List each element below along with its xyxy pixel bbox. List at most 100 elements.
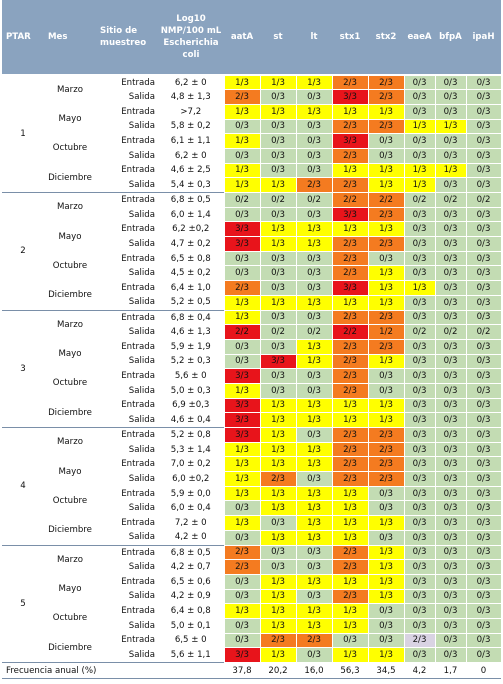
gene-frequency-cell: 3/3	[223, 236, 261, 252]
gene-frequency-cell: 1/3	[331, 294, 369, 311]
gene-frequency-cell: 0/3	[465, 471, 502, 487]
gene-frequency-cell: 0/2	[295, 324, 333, 340]
table-row: Diciembre Entrada 6,5 ± 0 0/3 2/3 2/3 0/3 0/3 2/…	[2, 632, 502, 653]
gene-frequency-cell: 0/3	[259, 515, 297, 531]
month-cell: Diciembre	[48, 525, 92, 536]
gene-frequency-cell: 2/3	[331, 368, 369, 384]
gene-frequency-cell: 1/3	[331, 647, 369, 663]
gene-frequency-cell: 0/2	[403, 324, 436, 340]
gene-frequency-cell: 3/3	[223, 412, 261, 428]
gene-frequency-cell: 0/3	[465, 412, 502, 428]
gene-frequency-cell: 0/3	[434, 544, 467, 561]
gene-frequency-cell: 0/3	[403, 647, 436, 663]
gene-frequency-cell: 2/3	[367, 456, 405, 473]
gene-frequency-cell: 1/3	[295, 617, 333, 634]
month-cell: Octubre	[52, 260, 88, 271]
header-log10: Log10 NMP/100 mL Escherichia coli	[158, 0, 224, 76]
header-gene-st: st	[260, 0, 296, 76]
gene-frequency-cell: 1/3	[295, 529, 333, 546]
gene-frequency-cell: 0/3	[403, 559, 436, 575]
gene-frequency-cell: 1/3	[367, 265, 405, 282]
gene-frequency-cell: 0/3	[403, 382, 436, 399]
gene-frequency-cell: 2/3	[295, 177, 333, 193]
gene-frequency-cell: 0/3	[434, 338, 467, 355]
month-cell: Marzo	[44, 309, 96, 340]
gene-frequency-cell: 0/3	[223, 250, 261, 267]
log10-value-cell: 6,2 ± 0	[174, 77, 207, 88]
log10-value-cell: 4,2 ± 0	[174, 532, 207, 543]
month-cell: Octubre	[52, 613, 88, 624]
table-row: Salida 6,0 ±0,2 1/3 2/3 0/3 2/3 2/3 0/3 0/3 0/3	[2, 471, 502, 487]
gene-frequency-cell: 0/3	[465, 603, 502, 619]
gene-frequency-cell: 1/3	[295, 397, 333, 414]
log10-value-cell: 5,4 ± 0,3	[170, 179, 211, 190]
gene-frequency-cell: 1/3	[259, 485, 297, 502]
gene-frequency-cell: 0/3	[465, 162, 502, 179]
gene-frequency-cell: 1/3	[259, 441, 297, 458]
log10-value-cell: 4,8 ± 1,3	[170, 92, 211, 103]
gene-frequency-cell: 1/3	[403, 177, 436, 193]
table-row: Mayo Entrada 6,5 ± 0,6 0/3 1/3 1/3 1/3 1/3 0/3 0/…	[2, 573, 502, 594]
table-row: Mayo Entrada >7,2 1/3 1/3 1/3 1/3 1/3 0/3 0/3 0/3	[2, 103, 502, 124]
gene-frequency-cell: 0/3	[465, 617, 502, 634]
gene-frequency-cell: 1/3	[367, 177, 405, 193]
gene-frequency-cell: 0/3	[367, 500, 405, 517]
log10-value-cell: 5,2 ± 0,5	[170, 297, 211, 308]
gene-frequency-cell: 0/2	[434, 324, 467, 340]
ptar-cell: 2	[2, 192, 44, 310]
gene-frequency-cell: 1/3	[223, 103, 261, 120]
gene-frequency-cell: 0/3	[403, 221, 436, 238]
table-row: Salida 5,2 ± 0,5 1/3 1/3 1/3 1/3 1/3 0/3 0/3 0/3	[2, 294, 502, 311]
gene-frequency-cell: 0/3	[223, 118, 261, 135]
log10-value-cell: 5,8 ± 0,2	[170, 121, 211, 132]
gene-frequency-cell: 0/3	[465, 250, 502, 267]
footer-value: 16,0	[296, 662, 332, 679]
gene-frequency-cell: 0/3	[259, 147, 297, 164]
gene-frequency-cell: 0/3	[465, 118, 502, 135]
gene-frequency-cell: 0/3	[465, 147, 502, 164]
gene-frequency-cell: 1/3	[331, 573, 369, 590]
gene-frequency-cell: 2/3	[367, 338, 405, 355]
gene-frequency-cell: 2/3	[367, 427, 405, 443]
sampling-site-cell: Entrada	[121, 253, 155, 264]
gene-frequency-cell: 0/3	[434, 573, 467, 590]
gene-frequency-cell: 0/3	[403, 74, 436, 91]
gene-frequency-cell: 1/3	[259, 221, 297, 238]
gene-frequency-cell: 0/3	[223, 265, 261, 282]
gene-frequency-cell: 2/3	[259, 632, 297, 649]
gene-frequency-cell: 1/3	[367, 280, 405, 296]
log10-value-cell: 4,2 ± 0,9	[170, 591, 211, 602]
gene-frequency-cell: 1/3	[331, 162, 369, 179]
gene-frequency-cell: 0/3	[367, 133, 405, 149]
gene-frequency-cell: 2/3	[331, 441, 369, 458]
gene-frequency-cell: 0/2	[259, 192, 297, 208]
gene-frequency-cell: 0/3	[465, 353, 502, 370]
gene-frequency-cell: 1/3	[367, 544, 405, 561]
gene-frequency-cell: 0/2	[295, 192, 333, 208]
gene-frequency-cell: 0/3	[434, 147, 467, 164]
month-cell: Octubre	[52, 378, 88, 389]
gene-frequency-cell: 0/3	[403, 412, 436, 428]
gene-frequency-cell: 1/3	[259, 529, 297, 546]
table-row: Octubre Entrada 6,1 ± 1,1 1/3 0/3 0/3 3/3 0/3 0/…	[2, 133, 502, 153]
gene-frequency-cell: 2/3	[331, 353, 369, 370]
gene-frequency-cell: 0/3	[465, 236, 502, 252]
sampling-site-cell: Salida	[128, 268, 155, 279]
gene-frequency-cell: 1/3	[223, 294, 261, 311]
gene-frequency-cell: 1/3	[259, 617, 297, 634]
log10-value-cell: 6,9 ±0,3	[172, 400, 210, 411]
gene-frequency-cell: 1/3	[223, 485, 261, 502]
gene-frequency-cell: 0/3	[434, 427, 467, 443]
log10-value-cell: 7,0 ± 0,2	[170, 459, 211, 470]
gene-frequency-cell: 0/3	[295, 647, 333, 663]
log10-value-cell: 5,3 ± 1,4	[170, 444, 211, 455]
gene-frequency-cell: 0/3	[223, 588, 261, 605]
gene-frequency-cell: 0/3	[259, 162, 297, 179]
table-row: Mayo Entrada 7,0 ± 0,2 1/3 1/3 1/3 2/3 2/3 0/3 0/…	[2, 456, 502, 477]
header-ptar: PTAR	[2, 0, 44, 76]
gene-frequency-cell: 0/3	[434, 559, 467, 575]
log10-value-cell: 6,1 ± 1,1	[170, 136, 211, 147]
gene-frequency-cell: 1/3	[367, 559, 405, 575]
gene-frequency-cell: 1/3	[259, 603, 297, 619]
gene-frequency-cell: 0/3	[403, 206, 436, 223]
